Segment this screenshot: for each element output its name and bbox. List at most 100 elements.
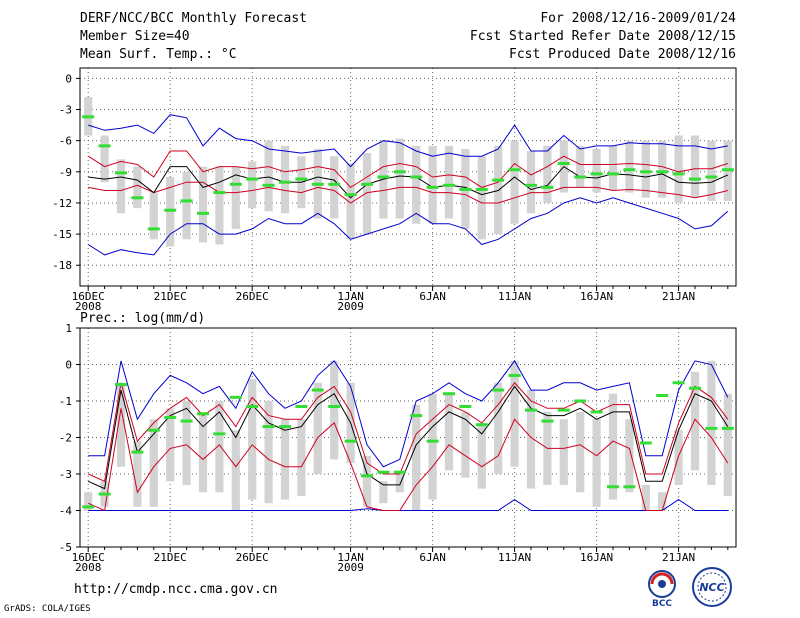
x-tick-label: 16JAN xyxy=(580,551,613,564)
spread-box xyxy=(149,419,158,507)
spread-box xyxy=(608,393,618,500)
spread-box xyxy=(461,411,470,478)
x-tick-label: 6JAN xyxy=(419,290,446,303)
spread-box xyxy=(428,145,437,224)
spread-box xyxy=(231,166,240,229)
spread-box xyxy=(576,145,585,188)
spread-box xyxy=(707,360,716,485)
spread-box xyxy=(477,422,486,489)
precip-panel-title: Prec.: log(mm/d) xyxy=(80,311,205,326)
spread-box xyxy=(658,492,667,511)
spread-box xyxy=(297,419,306,496)
spread-box xyxy=(477,156,486,240)
x-tick-label: 6JAN xyxy=(419,551,446,564)
spread-box xyxy=(231,430,240,511)
spread-box xyxy=(395,474,404,493)
spread-box xyxy=(330,360,339,460)
spread-box xyxy=(215,401,224,493)
spread-box xyxy=(84,492,93,511)
y-tick-label: -5 xyxy=(59,541,72,554)
spread-box xyxy=(494,382,503,474)
spread-box xyxy=(592,148,601,193)
spread-box xyxy=(690,135,700,198)
spread-box xyxy=(690,371,700,471)
spread-box xyxy=(248,379,257,500)
y-tick-label: -18 xyxy=(52,259,72,272)
ncc-logo-text: NCC xyxy=(699,581,724,594)
spread-box xyxy=(658,140,667,198)
spread-box xyxy=(510,140,519,224)
spread-box xyxy=(215,166,224,245)
series-line-min xyxy=(88,114,728,168)
spread-box xyxy=(182,171,191,240)
x-tick-label: 2009 xyxy=(337,300,364,313)
spread-box xyxy=(198,411,208,493)
spread-box xyxy=(723,393,732,496)
spread-box xyxy=(133,441,142,507)
y-tick-label: 0 xyxy=(65,72,72,85)
spread-box xyxy=(166,177,175,247)
spread-box xyxy=(428,393,437,500)
spread-box xyxy=(133,166,142,209)
spread-box xyxy=(198,166,208,243)
member-size-label: Member Size=40 xyxy=(80,29,190,44)
spread-box xyxy=(379,481,388,504)
forecast-period: For 2008/12/16-2009/01/24 xyxy=(540,11,736,26)
spread-box xyxy=(264,401,273,504)
spread-box xyxy=(444,145,454,219)
spread-box xyxy=(362,153,372,235)
grads-credit: GrADS: COLA/IGES xyxy=(4,604,91,614)
spread-box xyxy=(149,192,158,240)
spread-box xyxy=(330,156,339,219)
series-line-mean xyxy=(88,165,729,199)
chart-title: DERF/NCC/BCC Monthly Forecast xyxy=(80,11,307,26)
variable-label: Mean Surf. Temp.: °C xyxy=(80,47,237,62)
spread-box xyxy=(248,161,257,209)
series-line-p90-high xyxy=(87,150,728,189)
spread-box xyxy=(707,140,716,201)
y-tick-label: -1 xyxy=(59,395,72,408)
spread-box xyxy=(625,419,634,493)
spread-box xyxy=(543,145,552,203)
x-tick-label: 2008 xyxy=(75,300,102,313)
x-tick-label: 21DEC xyxy=(154,551,187,564)
spread-box xyxy=(280,419,290,500)
spread-box xyxy=(182,401,191,485)
spread-box xyxy=(313,382,322,474)
x-tick-label: 21DEC xyxy=(154,290,187,303)
y-tick-label: -3 xyxy=(59,468,72,481)
x-tick-label: 26DEC xyxy=(236,290,269,303)
x-tick-label: 2009 xyxy=(337,561,364,574)
y-tick-label: 1 xyxy=(65,322,72,335)
spread-box xyxy=(346,163,355,240)
ncc-logo: NCC xyxy=(692,567,732,607)
x-tick-label: 16JAN xyxy=(580,290,613,303)
spread-box xyxy=(116,159,126,214)
series-line-p90-low xyxy=(88,181,728,204)
x-tick-label: 21JAN xyxy=(662,290,695,303)
x-tick-label: 2008 xyxy=(75,561,102,574)
series-line-max xyxy=(87,197,729,256)
spread-box xyxy=(395,138,404,219)
forecast-produced-date: Fcst Produced Date 2008/12/16 xyxy=(509,47,736,62)
y-tick-label: -9 xyxy=(59,166,72,179)
spread-box xyxy=(116,382,126,467)
plot-frame xyxy=(79,67,737,287)
spread-box xyxy=(362,455,372,507)
spread-box xyxy=(674,135,683,203)
y-tick-label: -15 xyxy=(52,228,72,241)
x-tick-label: 11JAN xyxy=(498,551,531,564)
forecast-start-date: Fcst Started Refer Date 2008/12/15 xyxy=(469,29,736,44)
spread-box xyxy=(166,408,175,482)
spread-box xyxy=(608,145,618,191)
x-tick-label: 1JAN xyxy=(337,551,364,564)
x-tick-label: 11JAN xyxy=(498,290,531,303)
footer-url[interactable]: http://cmdp.ncc.cma.gov.cn xyxy=(74,582,278,597)
x-tick-label: 1JAN xyxy=(337,290,364,303)
bcc-logo: BCC xyxy=(648,570,676,608)
series-line-min xyxy=(88,498,728,511)
spread-box xyxy=(576,411,585,493)
x-tick-label: 16DEC xyxy=(72,551,105,564)
spread-box xyxy=(510,360,519,467)
